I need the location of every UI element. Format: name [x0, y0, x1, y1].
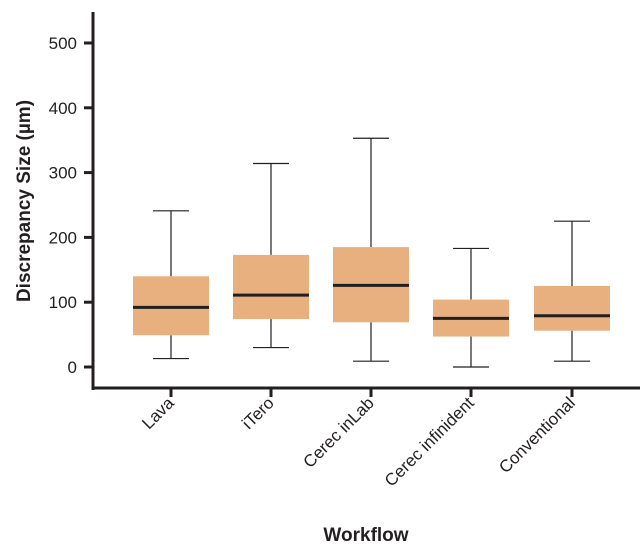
- y-tick-label-500: 500: [49, 34, 77, 53]
- iqr-box-itero: [233, 254, 309, 320]
- y-axis-title: Discrepancy Size (µm): [14, 100, 35, 302]
- x-tick-label-cerec-infinident: Cerec infinident: [381, 393, 478, 490]
- iqr-box-conventional: [534, 286, 610, 331]
- box-group-conventional: [534, 220, 610, 362]
- iqr-box-lava: [133, 276, 209, 336]
- box-group-cerec-infinident: [433, 247, 509, 368]
- y-axis-ticks: 0 100 200 300 400 500: [49, 34, 93, 377]
- x-tick-label-itero: iTero: [238, 393, 277, 432]
- y-tick-label-100: 100: [49, 293, 77, 312]
- x-tick-label-cerec-inlab: Cerec inLab: [300, 393, 378, 471]
- box-group-lava: [133, 210, 209, 360]
- y-tick-label-200: 200: [49, 228, 77, 247]
- box-group-cerec-inlab: [333, 137, 409, 362]
- y-tick-label-0: 0: [68, 358, 77, 377]
- x-tick-label-conventional: Conventional: [495, 393, 579, 477]
- y-tick-label-400: 400: [49, 99, 77, 118]
- y-tick-label-300: 300: [49, 164, 77, 183]
- x-axis-ticks: Lava iTero Cerec inLab Cerec infinident Conv…: [138, 388, 579, 490]
- plot-area: [133, 137, 610, 368]
- x-tick-label-lava: Lava: [138, 393, 178, 433]
- box-group-itero: [233, 162, 309, 349]
- x-axis-title: Workflow: [323, 525, 408, 546]
